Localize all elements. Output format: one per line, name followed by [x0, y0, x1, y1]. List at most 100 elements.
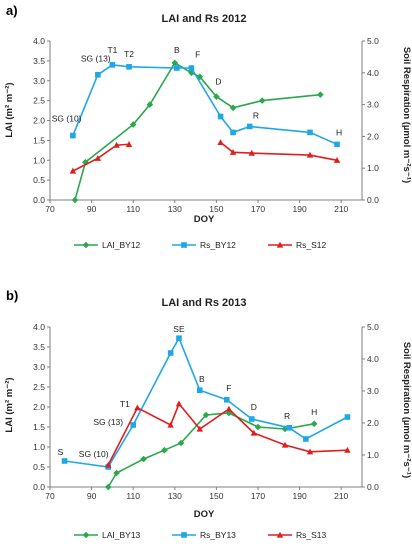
series-Rs_S13: [105, 400, 351, 468]
x-tick-label: 150: [209, 204, 223, 214]
data-point: [196, 387, 203, 393]
data-point: [281, 441, 289, 448]
stage-annotation: F: [226, 383, 231, 393]
legend-item: Rs_S13: [268, 530, 327, 540]
data-point: [250, 429, 258, 436]
data-point: [213, 93, 220, 100]
y-tick-label-right: 5.0: [367, 36, 379, 46]
y-tick-label-left: 3.5: [33, 56, 45, 66]
x-axis-label: DOY: [194, 509, 215, 520]
panel-label: a): [6, 3, 18, 18]
data-point: [167, 421, 174, 428]
data-point: [225, 405, 233, 412]
y-tick-label-left: 1.0: [33, 155, 45, 165]
data-point: [176, 335, 182, 341]
data-point: [174, 65, 180, 71]
data-point: [109, 62, 116, 68]
stage-annotation: SG (10): [52, 113, 82, 123]
y-tick-label-right: 2.0: [367, 131, 379, 141]
panel-a: a) LAI and Rs 2012 LAI (m² m⁻²) Soil Res…: [4, 3, 412, 250]
data-point: [177, 439, 185, 447]
x-axis-label: DOY: [194, 214, 215, 225]
legend-marker: [276, 531, 284, 538]
legend-label: Rs_S12: [296, 240, 327, 250]
y-tick-label-right: 1.0: [367, 450, 379, 460]
data-point: [248, 416, 255, 422]
data-point: [146, 101, 154, 108]
y-axis-label-right: Soil Respiration (µmol m⁻²s⁻¹): [401, 342, 412, 478]
y-tick-label-right: 0.0: [367, 195, 379, 205]
y-tick-label-left: 3.0: [33, 76, 45, 86]
x-tick-label: 190: [293, 204, 307, 214]
y-axis-label-left: LAI (m² m⁻²): [4, 377, 15, 432]
data-point: [94, 154, 102, 161]
y-tick-label-left: 1.5: [33, 135, 45, 145]
x-tick-label: 210: [334, 204, 348, 214]
data-point: [307, 129, 313, 136]
data-point: [70, 132, 76, 139]
y-tick-label-left: 4.0: [33, 36, 45, 46]
y-tick-label-right: 2.0: [367, 418, 379, 428]
x-tick-label: 90: [87, 204, 97, 214]
y-tick-label-right: 5.0: [367, 322, 379, 332]
y-axis-label-right: Soil Respiration (µmol m⁻²s⁻¹): [401, 47, 412, 183]
legend-label: LAI_BY12: [102, 240, 141, 250]
data-point: [167, 350, 174, 356]
legend-marker: [181, 242, 187, 248]
chart-title: LAI and Rs 2012: [162, 13, 247, 25]
y-tick-label-left: 2.5: [33, 96, 45, 106]
y-tick-label-left: 1.0: [33, 442, 45, 452]
stage-annotation: SG (10): [79, 449, 109, 459]
stage-annotation: T1: [120, 399, 130, 409]
panel-b: b) LAI and Rs 2013 LAI (m² m⁻²) Soil Res…: [4, 288, 412, 540]
data-point: [140, 455, 147, 463]
series-LAI_BY13: [104, 409, 318, 491]
x-tick-label: 70: [45, 491, 55, 501]
legend-item: LAI_BY12: [74, 240, 141, 250]
data-point: [161, 446, 168, 454]
stage-annotation: T2: [124, 49, 134, 59]
series-LAI_BY12: [71, 59, 324, 204]
stage-annotation: D: [215, 77, 221, 87]
data-point: [82, 158, 89, 166]
legend-label: Rs_S13: [296, 530, 327, 540]
x-tick-label: 170: [251, 491, 265, 501]
data-point: [126, 64, 132, 70]
y-tick-label-left: 3.0: [33, 362, 45, 372]
x-tick-label: 150: [209, 491, 223, 501]
series-line: [107, 402, 348, 466]
data-point: [217, 113, 224, 120]
y-tick-label-left: 2.0: [33, 116, 45, 126]
legend-marker: [181, 532, 187, 538]
y-tick-label-right: 3.0: [367, 386, 379, 396]
x-tick-label: 210: [334, 491, 348, 501]
x-tick-label: 130: [168, 204, 182, 214]
stage-annotation: T1: [107, 45, 117, 55]
data-point: [254, 423, 262, 431]
data-point: [229, 149, 237, 155]
series-line: [107, 412, 315, 488]
y-tick-label-left: 4.0: [33, 322, 45, 332]
data-point: [130, 422, 136, 428]
y-tick-label-right: 1.0: [367, 163, 379, 173]
y-tick-label-left: 2.0: [33, 402, 45, 412]
legend-label: Rs_BY12: [200, 240, 236, 250]
y-axis-label-left: LAI (m² m⁻²): [4, 82, 15, 137]
data-point: [224, 397, 230, 403]
data-point: [334, 141, 340, 148]
legend-item: Rs_S12: [268, 240, 327, 250]
y-tick-label-right: 4.0: [367, 354, 379, 364]
data-point: [333, 156, 341, 163]
data-point: [344, 446, 351, 453]
series-line: [72, 143, 130, 172]
series-Rs_S12: [69, 139, 341, 174]
panel-label: b): [6, 288, 18, 303]
data-point: [306, 151, 314, 158]
data-point: [317, 91, 324, 98]
data-point: [286, 425, 292, 431]
legend-item: Rs_BY12: [172, 240, 236, 250]
stage-annotation: B: [174, 45, 180, 55]
y-tick-label-left: 2.5: [33, 382, 45, 392]
data-point: [134, 404, 141, 411]
